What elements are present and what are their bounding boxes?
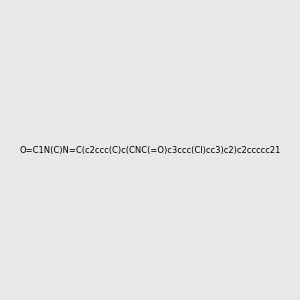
Text: O=C1N(C)N=C(c2ccc(C)c(CNC(=O)c3ccc(Cl)cc3)c2)c2ccccc21: O=C1N(C)N=C(c2ccc(C)c(CNC(=O)c3ccc(Cl)cc… (19, 146, 281, 154)
